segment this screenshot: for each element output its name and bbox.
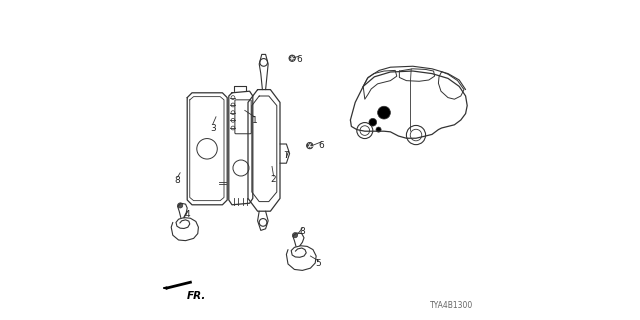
Circle shape xyxy=(376,127,381,132)
Text: 2: 2 xyxy=(271,175,276,184)
Text: 5: 5 xyxy=(316,260,321,268)
Text: 8: 8 xyxy=(300,228,305,236)
Text: 1: 1 xyxy=(252,116,257,124)
Text: 6: 6 xyxy=(319,141,324,150)
Circle shape xyxy=(178,203,183,208)
Text: FR.: FR. xyxy=(187,291,207,301)
Circle shape xyxy=(307,142,313,149)
Text: TYA4B1300: TYA4B1300 xyxy=(430,301,474,310)
Circle shape xyxy=(378,106,390,119)
Text: 3: 3 xyxy=(210,124,216,132)
Text: 6: 6 xyxy=(296,55,302,64)
Polygon shape xyxy=(163,287,167,289)
Text: 4: 4 xyxy=(184,210,190,219)
Circle shape xyxy=(292,233,298,238)
Circle shape xyxy=(289,55,295,61)
Circle shape xyxy=(369,118,376,126)
Text: 7: 7 xyxy=(284,151,289,160)
Text: 8: 8 xyxy=(175,176,180,185)
